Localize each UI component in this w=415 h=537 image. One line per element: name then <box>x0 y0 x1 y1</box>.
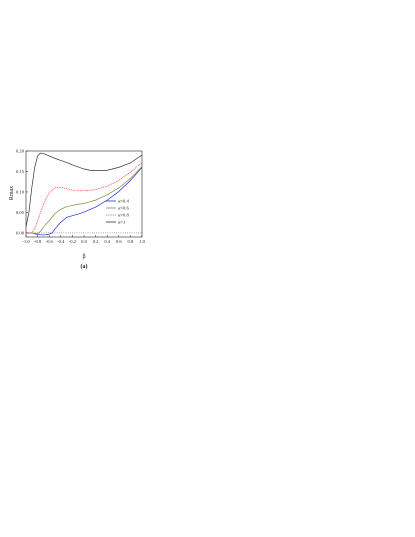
x-tick-label: 0.4 <box>104 239 110 244</box>
y-tick-label: 0.05 <box>16 210 25 215</box>
figure-caption: (a) <box>81 263 88 270</box>
y-tick-label: 0.00 <box>16 231 25 236</box>
x-tick-label: -0.6 <box>46 239 54 244</box>
x-tick-label: -0.8 <box>34 239 42 244</box>
legend-label-4: α=1 <box>118 220 126 225</box>
legend: α=0.4 α=0.6 α=0.8 α=1 <box>106 199 129 225</box>
y-tick-label: 0.15 <box>16 169 25 174</box>
y-tick-label: 0.10 <box>16 190 25 195</box>
series-line-3 <box>26 162 143 234</box>
x-tick-label: 0.0 <box>81 239 87 244</box>
x-tick-label: 0.2 <box>93 239 99 244</box>
x-axis-title: β <box>82 254 85 260</box>
x-tick-label: -0.4 <box>57 239 65 244</box>
series-line-4 <box>25 152 143 227</box>
y-tick-label: 0.20 <box>16 149 25 154</box>
x-tick-label: -0.2 <box>69 239 77 244</box>
x-tick-label: 0.6 <box>116 239 122 244</box>
series-line-2 <box>26 166 143 235</box>
legend-label-1: α=0.4 <box>118 199 129 204</box>
x-tick-label: -1.0 <box>22 239 30 244</box>
x-tick-label: 1.0 <box>139 239 145 244</box>
series-line-1 <box>26 167 143 236</box>
x-tick-label: 0.8 <box>128 239 134 244</box>
legend-label-3: α=0.8 <box>118 213 129 218</box>
y-axis: 0.00 0.05 0.10 0.15 0.20 <box>16 149 28 236</box>
series-layer <box>25 152 143 236</box>
x-axis: -1.0 -0.8 -0.6 -0.4 -0.2 0.0 0.2 0.4 0.6 0.8 1.0 <box>22 235 146 244</box>
legend-label-2: α=0.6 <box>118 206 129 211</box>
y-axis-title: Rmax <box>9 186 15 200</box>
